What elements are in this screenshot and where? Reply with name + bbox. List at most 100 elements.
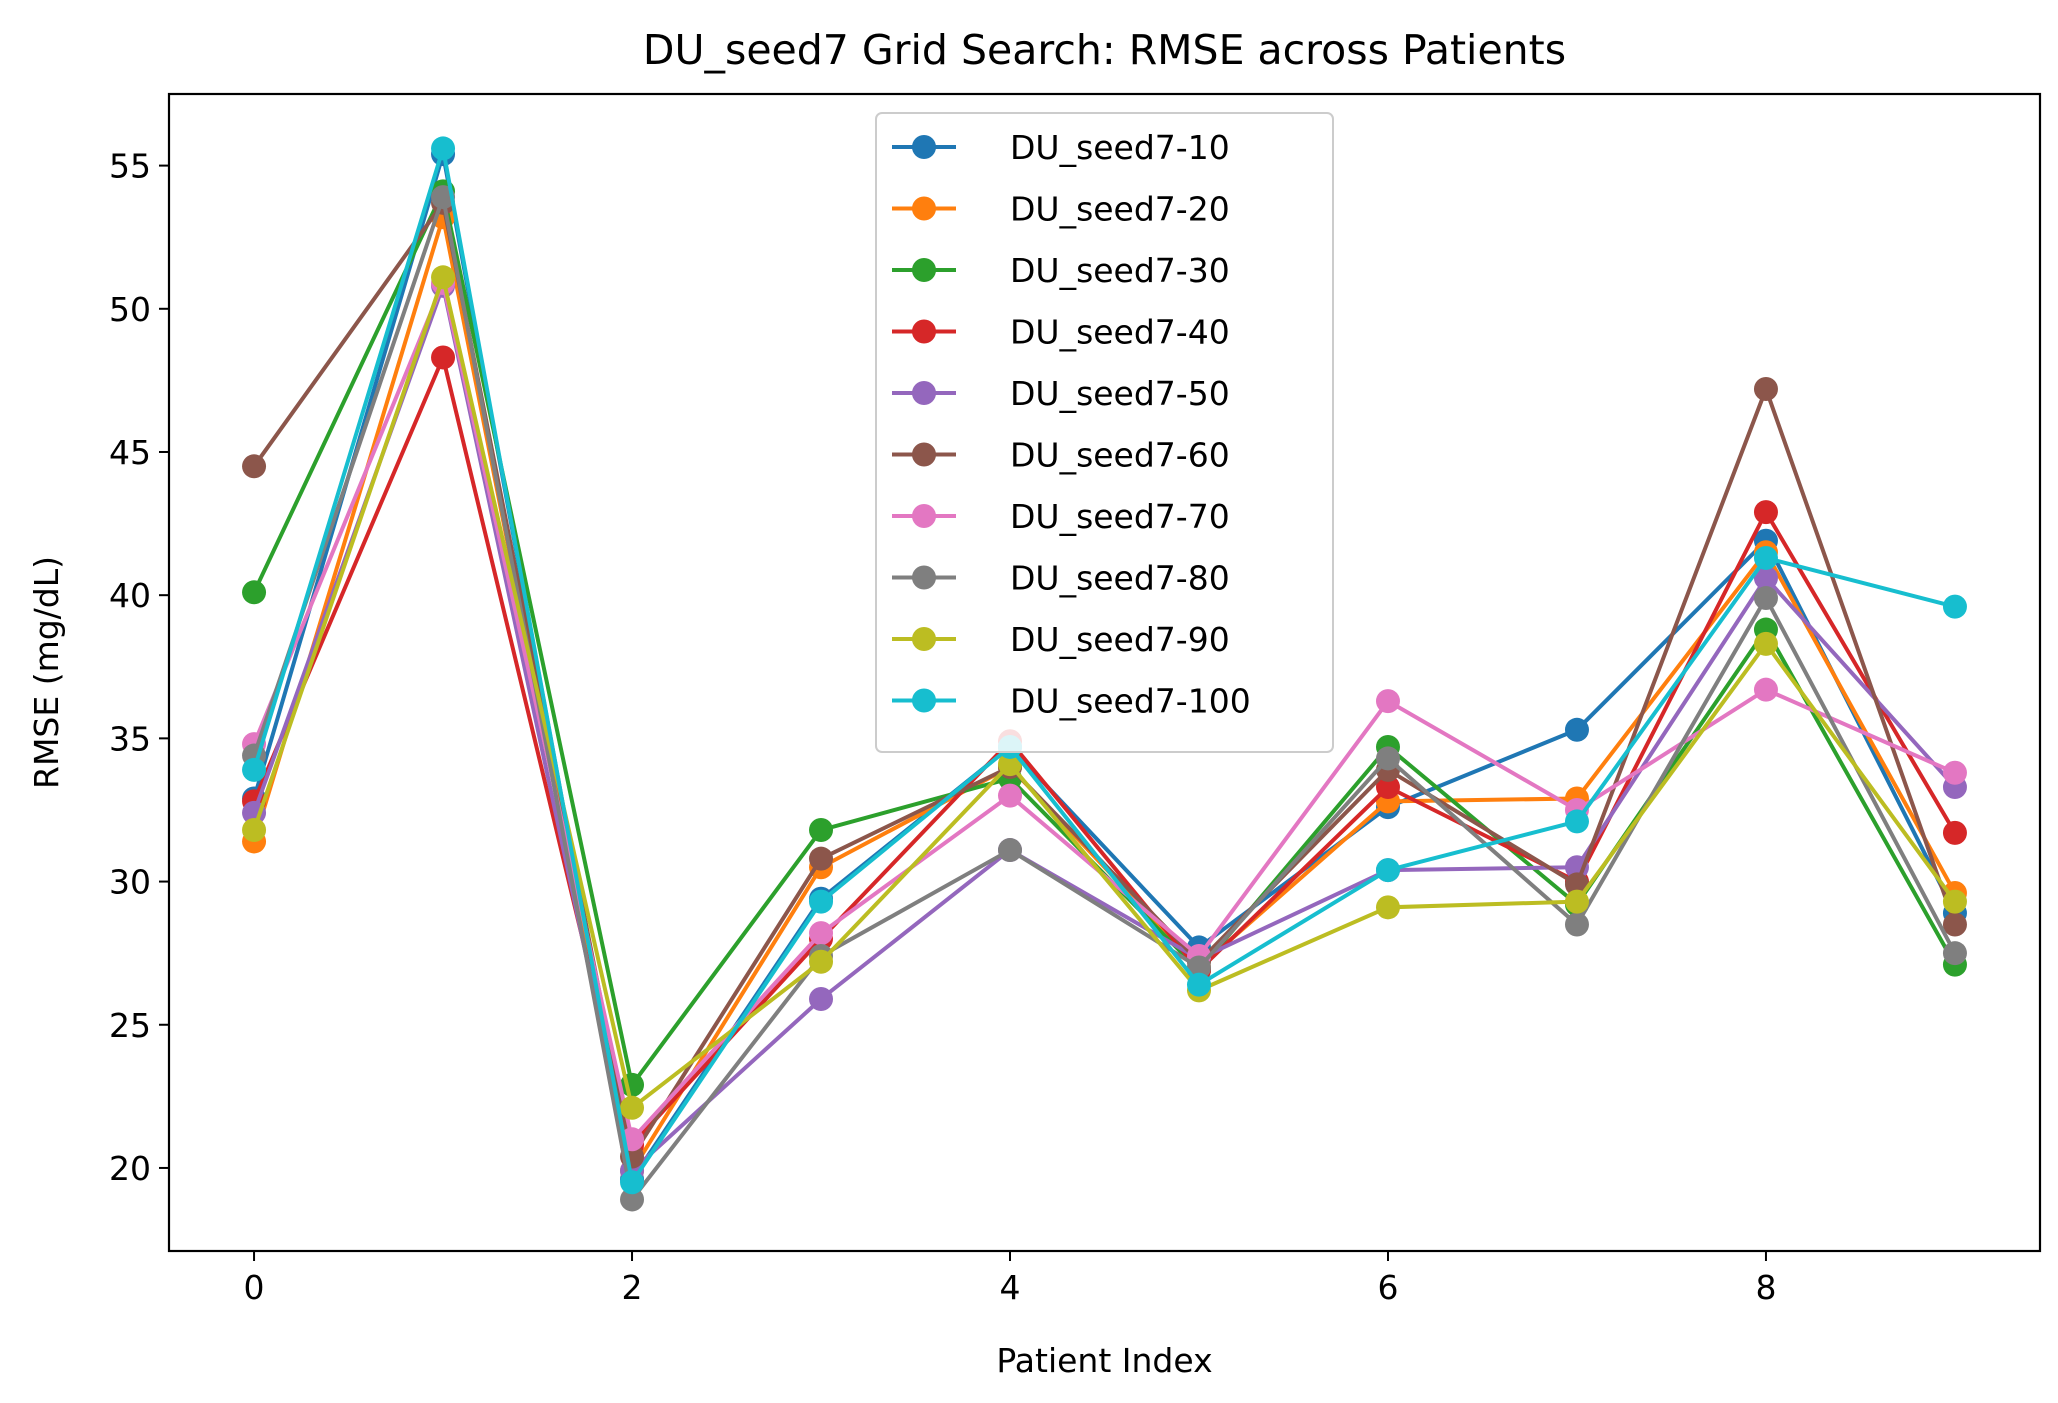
legend-marker bbox=[912, 688, 936, 713]
data-point bbox=[998, 838, 1023, 863]
series-line bbox=[252, 146, 1956, 1185]
legend-label: DU_seed7-10 bbox=[1010, 128, 1230, 167]
x-tick-label: 8 bbox=[1755, 1268, 1776, 1307]
legend-marker bbox=[912, 381, 936, 405]
legend-label: DU_seed7-50 bbox=[1010, 374, 1230, 413]
y-tick-label: 45 bbox=[109, 433, 151, 472]
data-point bbox=[1564, 912, 1589, 937]
data-point bbox=[1942, 912, 1967, 937]
y-tick-label: 40 bbox=[109, 576, 151, 615]
y-tick-label: 55 bbox=[109, 147, 151, 186]
data-point bbox=[809, 921, 834, 946]
data-point bbox=[1753, 545, 1778, 570]
data-point bbox=[1375, 895, 1400, 920]
data-point bbox=[809, 846, 834, 871]
data-point bbox=[431, 345, 456, 370]
legend-label: DU_seed7-30 bbox=[1010, 251, 1230, 290]
data-point bbox=[1375, 689, 1400, 714]
x-tick-label: 6 bbox=[1377, 1268, 1398, 1307]
x-tick-label: 2 bbox=[622, 1268, 643, 1307]
legend-item: DU_seed7-60 bbox=[892, 436, 1230, 475]
data-point bbox=[620, 1170, 645, 1195]
data-point bbox=[998, 783, 1023, 808]
legend: DU_seed7-10 DU_seed7-20 DU_seed7-30 DU_seed… bbox=[875, 112, 1334, 753]
data-point bbox=[1942, 594, 1967, 619]
data-point bbox=[809, 986, 834, 1011]
legend-item: DU_seed7-30 bbox=[892, 251, 1230, 290]
legend-marker bbox=[912, 319, 936, 344]
legend-label: DU_seed7-60 bbox=[1010, 436, 1230, 475]
legend-item: DU_seed7-100 bbox=[892, 682, 1251, 721]
data-point bbox=[1753, 586, 1778, 611]
legend-label: DU_seed7-90 bbox=[1010, 620, 1230, 659]
data-point bbox=[1564, 889, 1589, 914]
y-tick-label: 25 bbox=[109, 1006, 151, 1045]
series-line bbox=[252, 283, 1957, 1173]
legend-marker bbox=[912, 135, 936, 159]
data-point bbox=[1753, 631, 1778, 656]
data-point bbox=[809, 949, 834, 974]
data-point bbox=[1942, 889, 1967, 914]
legend-marker bbox=[912, 627, 936, 651]
series-layer bbox=[242, 136, 1967, 1212]
legend-label: DU_seed7-20 bbox=[1010, 190, 1230, 229]
data-point bbox=[242, 818, 267, 843]
data-point bbox=[998, 752, 1023, 777]
legend-label: DU_seed7-70 bbox=[1010, 497, 1230, 536]
data-point bbox=[1942, 820, 1967, 845]
data-point bbox=[1564, 809, 1589, 834]
legend-label: DU_seed7-100 bbox=[1010, 682, 1251, 721]
y-tick-label: 30 bbox=[109, 863, 151, 902]
legend-item: DU_seed7-50 bbox=[892, 374, 1230, 413]
data-point bbox=[242, 757, 267, 782]
data-point bbox=[1564, 717, 1589, 742]
data-point bbox=[1375, 858, 1400, 883]
data-point bbox=[431, 265, 456, 290]
legend-marker bbox=[912, 442, 936, 467]
axes-layer: 0 2 4 6 8 20 25 30 35 40 45 50 55 bbox=[109, 92, 2042, 1307]
legend-item: DU_seed7-90 bbox=[892, 620, 1230, 659]
data-point bbox=[1753, 565, 1778, 590]
series-line bbox=[252, 355, 1957, 1148]
y-axis-label: RMSE (mg/dL) bbox=[27, 556, 66, 789]
x-axis-label: Patient Index bbox=[996, 1341, 1212, 1380]
data-point bbox=[620, 1187, 645, 1212]
legend-box bbox=[875, 112, 1334, 753]
legend-label: DU_seed7-80 bbox=[1010, 559, 1230, 598]
data-point bbox=[242, 454, 267, 479]
chart-title: DU_seed7 Grid Search: RMSE across Patien… bbox=[643, 26, 1566, 74]
legend-item: DU_seed7-10 bbox=[892, 128, 1230, 167]
data-point bbox=[1753, 677, 1778, 702]
x-tick-label: 0 bbox=[244, 1268, 265, 1307]
data-point bbox=[1942, 760, 1967, 785]
legend-marker bbox=[912, 504, 936, 528]
legend-item: DU_seed7-70 bbox=[892, 497, 1230, 536]
data-point bbox=[1753, 376, 1778, 401]
data-point bbox=[809, 818, 834, 843]
data-point bbox=[1375, 775, 1400, 800]
data-point bbox=[1942, 941, 1967, 966]
series-line bbox=[252, 275, 1957, 1110]
legend-item: DU_seed7-20 bbox=[892, 190, 1230, 229]
y-tick-label: 50 bbox=[109, 290, 151, 329]
y-tick-label: 35 bbox=[109, 719, 151, 758]
data-point bbox=[431, 136, 456, 161]
x-tick-label: 4 bbox=[1000, 1268, 1021, 1307]
legend-item: DU_seed7-40 bbox=[892, 313, 1230, 352]
data-point bbox=[809, 889, 834, 914]
data-point bbox=[1375, 746, 1400, 771]
y-tick-label: 20 bbox=[109, 1149, 151, 1188]
legend-marker bbox=[912, 565, 936, 590]
data-point bbox=[1753, 500, 1778, 525]
plot-frame bbox=[167, 92, 2042, 1253]
data-point bbox=[1186, 972, 1211, 997]
data-point bbox=[1186, 955, 1211, 980]
legend-marker bbox=[912, 258, 936, 282]
legend-label: DU_seed7-40 bbox=[1010, 313, 1230, 352]
data-point bbox=[620, 1095, 645, 1120]
legend-item: DU_seed7-80 bbox=[892, 559, 1230, 598]
data-point bbox=[242, 580, 267, 605]
legend-marker bbox=[912, 196, 936, 221]
